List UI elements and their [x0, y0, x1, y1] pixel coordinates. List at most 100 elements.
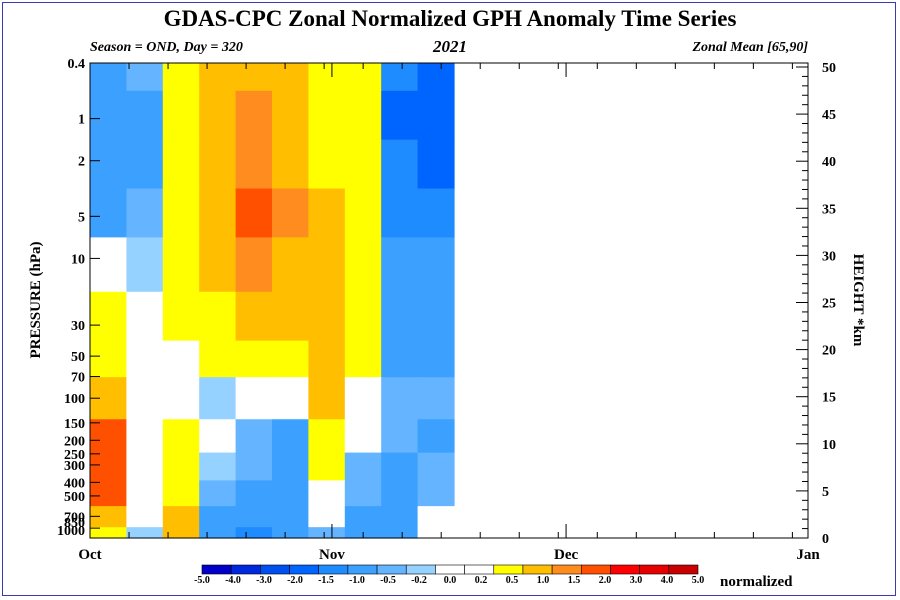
- heatmap-cell: [272, 63, 309, 92]
- heatmap-cell: [344, 340, 382, 378]
- heatmap-cell: [90, 90, 127, 141]
- heatmap-cell: [235, 291, 273, 342]
- colorbar-level-label: -1.0: [349, 575, 365, 586]
- heatmap-cell: [199, 139, 237, 190]
- height-tick-label: 35: [822, 202, 836, 217]
- heatmap-cell: [235, 237, 273, 293]
- pressure-tick-label: 850: [64, 516, 85, 531]
- heatmap-cell: [126, 139, 164, 190]
- heatmap-cell: [272, 480, 309, 507]
- heatmap-cell: [235, 506, 273, 528]
- heatmap-cell: [308, 340, 346, 378]
- heatmap-cell: [308, 188, 346, 238]
- zonal-mean-subtitle: Zonal Mean [65,90]: [692, 40, 809, 55]
- heatmap-cell: [235, 188, 273, 238]
- heatmap-cell: [162, 139, 200, 190]
- heatmap-cell: [199, 291, 237, 342]
- heatmap-cell: [272, 506, 309, 528]
- colorbar-level-label: 2.0: [599, 575, 612, 586]
- colorbar-swatch: [464, 564, 495, 575]
- heatmap-cell: [162, 63, 200, 92]
- colorbar-unit-label: normalized: [720, 574, 793, 590]
- colorbar-swatch: [610, 564, 640, 575]
- height-tick-label: 0: [822, 532, 829, 547]
- heatmap-cell: [90, 340, 127, 378]
- time-tick-label: Dec: [554, 547, 578, 563]
- colorbar-level-label: 1.5: [568, 575, 581, 586]
- heatmap-cell: [162, 340, 200, 378]
- colorbar-level-label: -0.5: [380, 575, 396, 586]
- heatmap-cell: [90, 188, 127, 238]
- heatmap-cell: [344, 377, 382, 420]
- heatmap-cell: [417, 188, 455, 238]
- heatmap-cell: [381, 377, 419, 420]
- height-tick-label: 10: [822, 438, 836, 453]
- heatmap-cell: [199, 527, 237, 539]
- heatmap-cell: [235, 139, 273, 190]
- heatmap-cell: [126, 188, 164, 238]
- heatmap-cell: [308, 291, 346, 342]
- heatmap-cell: [381, 480, 419, 507]
- colorbar: -5.0 -4.0 -3.0 -2.0 -1.5 -1.0 -0.5 -0.2 0.0 0.2 0.…: [194, 564, 705, 586]
- heatmap-cell: [162, 90, 200, 141]
- height-tick-label: 45: [822, 108, 836, 123]
- heatmap-cell: [417, 506, 455, 528]
- colorbar-level-label: -3.0: [256, 575, 272, 586]
- heatmap-cell: [417, 452, 455, 482]
- pressure-tick-label: 10: [71, 252, 85, 267]
- heatmap-cell: [199, 90, 237, 141]
- heatmap-cell: [381, 291, 419, 342]
- heatmap-cell: [308, 90, 346, 141]
- heatmap-cell: [381, 63, 419, 92]
- heatmap-cell: [344, 237, 382, 293]
- colorbar-swatch: [289, 564, 320, 575]
- chart-title: GDAS-CPC Zonal Normalized GPH Anomaly Ti…: [163, 6, 737, 31]
- pressure-tick-label: 300: [64, 459, 85, 474]
- colorbar-level-label: -1.5: [318, 575, 334, 586]
- heatmap-cell: [344, 139, 382, 190]
- heatmap-cell: [126, 377, 164, 420]
- heatmap-cell: [272, 452, 309, 482]
- heatmap-cell: [344, 419, 382, 454]
- heatmap-cell: [199, 377, 237, 420]
- heatmap-cell: [381, 90, 419, 141]
- heatmap-cell: [344, 480, 382, 507]
- heatmap-cell: [90, 139, 127, 190]
- heatmap-cell: [126, 506, 164, 528]
- heatmap-cell: [308, 527, 346, 539]
- heatmap-cell: [235, 480, 273, 507]
- heatmap-cell: [344, 452, 382, 482]
- pressure-tick-label: 1: [78, 113, 85, 128]
- heatmap-cell: [344, 506, 382, 528]
- pressure-tick-label: 150: [64, 417, 85, 432]
- heatmap-cell: [235, 377, 273, 420]
- colorbar-swatch: [376, 564, 407, 575]
- heatmap-cell: [235, 527, 273, 539]
- pressure-tick-label: 2: [78, 155, 85, 170]
- heatmap-cell: [162, 480, 200, 507]
- heatmap-cell: [308, 139, 346, 190]
- colorbar-swatch: [522, 564, 553, 575]
- heatmap-cell: [162, 291, 200, 342]
- heatmap-cell: [272, 139, 309, 190]
- heatmap-cell: [272, 527, 309, 539]
- heatmap-cell: [308, 377, 346, 420]
- heatmap-cell: [417, 139, 455, 190]
- colorbar-swatch: [405, 564, 436, 575]
- heatmap-cell: [381, 419, 419, 454]
- heatmap-cell: [199, 452, 237, 482]
- heatmap-cell: [90, 237, 127, 293]
- colorbar-level-label: 5.0: [692, 575, 705, 586]
- heatmap-cell: [90, 527, 127, 539]
- heatmap-cell: [90, 506, 127, 528]
- colorbar-level-label: 0.5: [506, 575, 519, 586]
- time-tick-label: Jan: [796, 547, 820, 563]
- pressure-tick-label: 50: [71, 350, 85, 365]
- pressure-tick-label: 700: [64, 510, 85, 525]
- heatmap-cell: [308, 237, 346, 293]
- pressure-tick-label: 1000: [57, 524, 85, 539]
- colorbar-swatch: [668, 564, 699, 575]
- pressure-tick-label: 500: [64, 490, 85, 505]
